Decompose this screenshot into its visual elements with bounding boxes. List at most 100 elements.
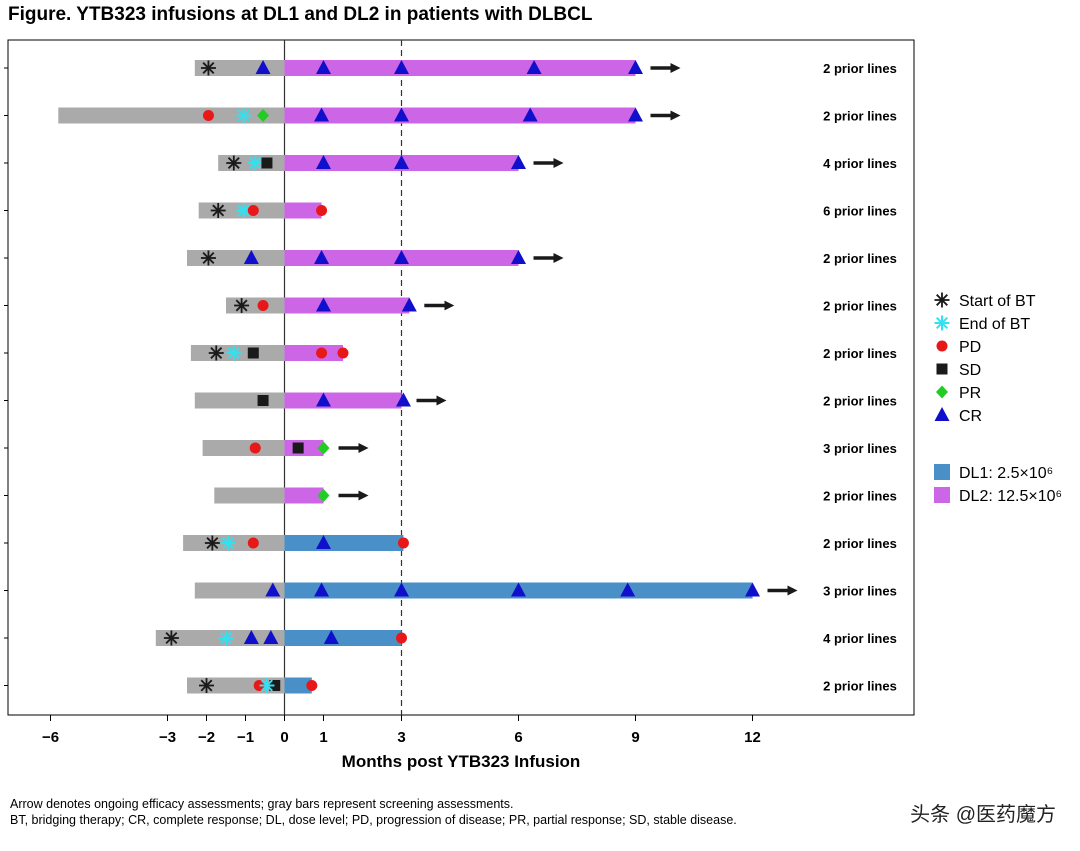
legend-label: Start of BT — [959, 293, 1036, 310]
patient-row: 2 prior lines — [4, 60, 897, 76]
event-marker-sd — [261, 157, 273, 169]
event-marker-start_bt — [226, 155, 242, 171]
event-marker-end_bt — [220, 535, 236, 551]
legend-label: DL1: 2.5×10⁶ — [959, 465, 1053, 482]
legend-item-end_bt: End of BT — [934, 315, 1030, 333]
event-marker-cr — [628, 60, 643, 74]
event-marker-sd — [269, 680, 281, 691]
legend-item-pd: PD — [936, 339, 981, 356]
legend-marker-pr — [936, 385, 948, 399]
event-marker-cr — [316, 392, 331, 407]
legend-item-pr: PR — [936, 385, 981, 402]
event-marker-end_bt — [236, 203, 252, 218]
event-marker-cr — [314, 582, 330, 597]
event-marker-start_bt — [200, 60, 216, 76]
x-tick-label: −6 — [42, 729, 59, 746]
legend-marker-end_bt — [934, 315, 950, 331]
treatment-bar — [284, 487, 324, 504]
legend-item-dl1: DL1: 2.5×10⁶ — [934, 464, 1053, 482]
patient-row: 3 prior lines — [4, 440, 897, 456]
event-marker-cr — [395, 392, 411, 407]
prior-lines-label: 3 prior lines — [823, 441, 897, 456]
event-marker-cr — [628, 107, 643, 122]
event-marker-start_bt — [200, 250, 216, 266]
x-tick-label: −1 — [237, 729, 254, 746]
legend-label: PR — [959, 385, 981, 402]
footnote-abbreviations: BT, bridging therapy; CR, complete respo… — [10, 813, 737, 827]
treatment-bar — [284, 345, 343, 361]
legend-label: DL2: 12.5×10⁶ — [959, 488, 1062, 505]
event-marker-cr — [263, 630, 279, 644]
event-marker-cr — [316, 535, 331, 549]
x-tick-label: 3 — [397, 729, 405, 746]
event-marker-cr — [316, 297, 331, 312]
screening-bar — [194, 392, 285, 409]
event-marker-cr — [314, 107, 330, 122]
screening-bar — [214, 487, 285, 504]
treatment-bar — [284, 202, 322, 219]
legend-label: PD — [959, 339, 981, 356]
event-marker-cr — [314, 250, 330, 264]
event-marker-end_bt — [218, 630, 234, 646]
watermark: 头条 @医药魔方 — [910, 804, 1056, 826]
prior-lines-label: 2 prior lines — [823, 109, 897, 124]
event-marker-cr — [394, 60, 409, 74]
x-tick-label: 9 — [631, 729, 639, 746]
patient-row: 4 prior lines — [4, 155, 897, 171]
event-marker-end_bt — [226, 345, 242, 361]
prior-lines-label: 2 prior lines — [823, 679, 897, 694]
prior-lines-label: 2 prior lines — [823, 251, 897, 266]
footnotes: Arrow denotes ongoing efficacy assessmen… — [10, 796, 737, 828]
patient-row: 6 prior lines — [4, 202, 897, 219]
x-tick-label: 12 — [744, 729, 761, 746]
event-marker-pr — [257, 109, 270, 122]
event-marker-start_bt — [199, 678, 214, 693]
event-marker-cr — [316, 155, 331, 169]
x-tick-label: −2 — [198, 729, 215, 746]
event-marker-end_bt — [236, 108, 252, 123]
legend-item-start_bt: Start of BT — [934, 292, 1036, 310]
screening-bar — [226, 297, 285, 314]
patient-row: 2 prior lines — [4, 345, 897, 361]
event-marker-pd — [396, 632, 407, 644]
legend-marker-start_bt — [934, 292, 950, 308]
event-marker-end_bt — [259, 678, 275, 693]
legend-swatch-dl1 — [934, 464, 950, 480]
event-marker-start_bt — [204, 535, 220, 551]
event-marker-start_bt — [208, 345, 224, 361]
legend-label: SD — [959, 362, 981, 379]
treatment-bar — [284, 107, 636, 124]
prior-lines-label: 2 prior lines — [823, 394, 897, 409]
treatment-bar — [284, 677, 312, 694]
event-marker-cr — [255, 60, 271, 74]
event-marker-pr — [317, 441, 330, 455]
legend: Start of BT End of BT PD SD PR CR DL1: 2.5×10⁶… — [934, 292, 1062, 505]
event-marker-cr — [620, 582, 636, 597]
event-marker-start_bt — [210, 203, 226, 218]
event-marker-pd — [202, 110, 214, 121]
event-marker-cr — [265, 582, 281, 597]
event-marker-cr — [323, 630, 339, 644]
screening-bar — [202, 440, 285, 456]
patient-row: 2 prior lines — [4, 677, 897, 694]
legend-label: End of BT — [959, 316, 1030, 333]
legend-item-sd: SD — [936, 362, 981, 379]
event-marker-pd — [247, 537, 259, 549]
event-marker-start_bt — [163, 630, 179, 646]
prior-lines-label: 2 prior lines — [823, 61, 897, 76]
patient-row: 2 prior lines — [4, 535, 897, 551]
event-marker-sd — [257, 395, 269, 406]
event-marker-pd — [397, 537, 409, 549]
x-tick-label: 1 — [319, 729, 327, 746]
event-marker-pd — [257, 300, 269, 311]
legend-marker-cr — [934, 407, 950, 421]
prior-lines-label: 4 prior lines — [823, 156, 897, 171]
event-marker-cr — [394, 107, 409, 122]
prior-lines-label: 6 prior lines — [823, 204, 897, 219]
event-marker-pd — [249, 442, 261, 454]
screening-bar — [58, 107, 285, 124]
legend-swatch-dl2 — [934, 487, 950, 503]
event-marker-cr — [243, 250, 259, 264]
event-marker-pd — [253, 680, 265, 691]
event-marker-pr — [317, 489, 330, 502]
